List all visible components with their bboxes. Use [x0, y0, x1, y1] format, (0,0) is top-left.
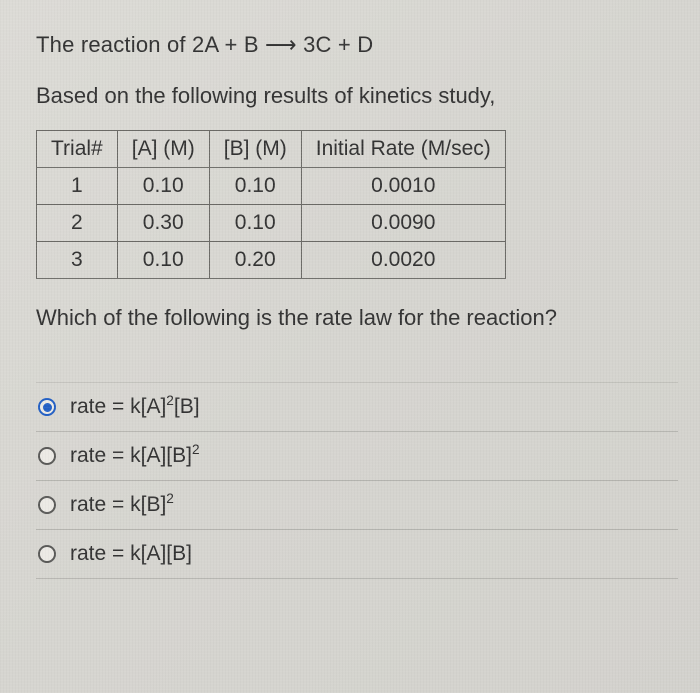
option-a[interactable]: rate = k[A]2[B] — [36, 382, 678, 432]
table-row: 1 0.10 0.10 0.0010 — [37, 168, 506, 205]
option-label: rate = k[A][B] — [70, 542, 192, 566]
table-row: 3 0.10 0.20 0.0020 — [37, 242, 506, 279]
cell: 0.0020 — [301, 242, 505, 279]
option-label: rate = k[A][B]2 — [70, 444, 200, 468]
option-d[interactable]: rate = k[A][B] — [36, 530, 678, 579]
radio-icon — [38, 545, 56, 563]
cell: 2 — [37, 205, 118, 242]
cell: 0.10 — [209, 205, 301, 242]
basis-line: Based on the following results of kineti… — [36, 79, 678, 112]
kinetics-table: Trial# [A] (M) [B] (M) Initial Rate (M/s… — [36, 130, 506, 279]
table-row: 2 0.30 0.10 0.0090 — [37, 205, 506, 242]
option-c[interactable]: rate = k[B]2 — [36, 481, 678, 530]
question-card: The reaction of 2A + B ⟶ 3C + D Based on… — [0, 0, 700, 693]
question-line: Which of the following is the rate law f… — [36, 301, 678, 334]
cell: 0.0010 — [301, 168, 505, 205]
radio-icon — [38, 447, 56, 465]
cell: 3 — [37, 242, 118, 279]
option-label: rate = k[A]2[B] — [70, 395, 200, 419]
cell: 0.0090 — [301, 205, 505, 242]
option-label: rate = k[B]2 — [70, 493, 174, 517]
col-a: [A] (M) — [117, 131, 209, 168]
table-header-row: Trial# [A] (M) [B] (M) Initial Rate (M/s… — [37, 131, 506, 168]
cell: 0.30 — [117, 205, 209, 242]
option-b[interactable]: rate = k[A][B]2 — [36, 432, 678, 481]
reaction-line: The reaction of 2A + B ⟶ 3C + D — [36, 28, 678, 61]
col-trial: Trial# — [37, 131, 118, 168]
col-rate: Initial Rate (M/sec) — [301, 131, 505, 168]
cell: 1 — [37, 168, 118, 205]
col-b: [B] (M) — [209, 131, 301, 168]
cell: 0.10 — [117, 168, 209, 205]
cell: 0.10 — [117, 242, 209, 279]
options-group: rate = k[A]2[B] rate = k[A][B]2 rate = k… — [36, 382, 678, 579]
cell: 0.10 — [209, 168, 301, 205]
cell: 0.20 — [209, 242, 301, 279]
radio-icon — [38, 398, 56, 416]
radio-icon — [38, 496, 56, 514]
